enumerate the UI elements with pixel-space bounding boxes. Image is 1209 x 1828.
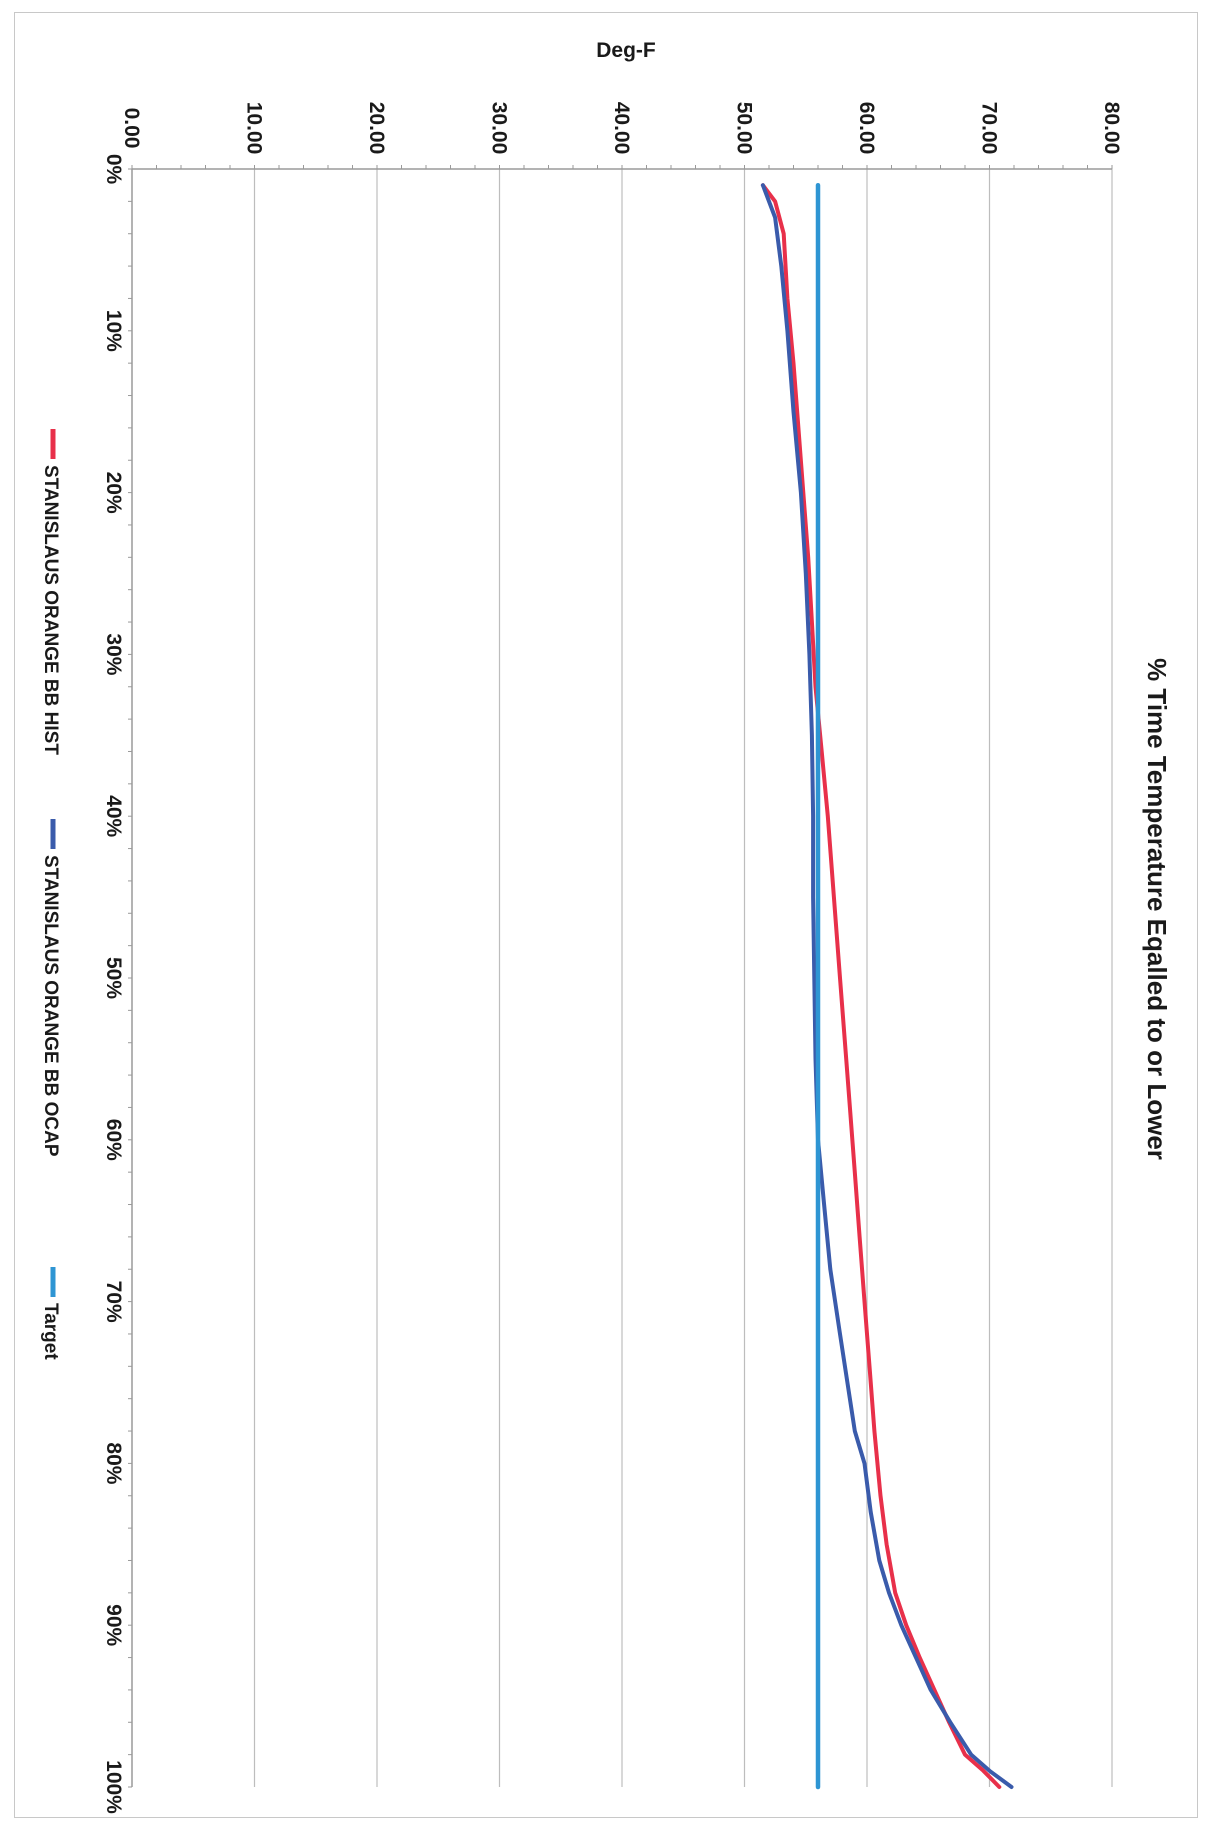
percent-tick-label: 30% [102, 633, 125, 675]
value-tick-label: 60.00 [855, 102, 878, 155]
series-layer [760, 182, 1014, 1790]
label-layer: 0.00 10.00 20.00 30.00 40.00 50.00 60.00 70.00 8… [102, 39, 1172, 1814]
percent-tick-label: 80% [102, 1442, 125, 1484]
percent-tick-label: 70% [102, 1281, 125, 1323]
percent-tick-label: 90% [102, 1604, 125, 1646]
value-tick-label: 30.00 [488, 102, 511, 155]
temperature-exceedance-chart: 0.00 10.00 20.00 30.00 40.00 50.00 60.00 70.00 8… [40, 39, 1172, 1814]
value-tick-label: 10.00 [243, 102, 266, 155]
series-line-1 [760, 183, 1002, 1789]
legend-label: Target [40, 1303, 61, 1360]
percent-tick-label: 100% [102, 1760, 125, 1814]
value-tick-label: 70.00 [978, 102, 1001, 155]
value-tick-label: 0.00 [120, 108, 143, 149]
y-axis-title: Deg-F [596, 39, 656, 62]
value-tick-label: 20.00 [365, 102, 388, 155]
percent-tick-label: 40% [102, 795, 125, 837]
axis-layer [128, 165, 1113, 1788]
percent-tick-label: 0% [102, 154, 125, 185]
value-tick-label: 50.00 [733, 102, 756, 155]
grid-layer [253, 169, 1113, 1787]
percent-tick-label: 10% [102, 310, 125, 352]
legend-label: STANISLAUS ORANGE BB OCAP [40, 855, 61, 1157]
series-line-2 [760, 183, 1014, 1789]
chart-frame: 0.00 10.00 20.00 30.00 40.00 50.00 60.00 70.00 8… [14, 12, 1198, 1818]
value-tick-label: 80.00 [1100, 102, 1123, 155]
chart-title: % Time Temperature Eqalled to or Lower [1142, 658, 1172, 1160]
legend: STANISLAUS ORANGE BB HIST STANISLAUS ORAN… [40, 429, 61, 1360]
percent-tick-label: 50% [102, 957, 125, 999]
value-tick-label: 40.00 [610, 102, 633, 155]
legend-label: STANISLAUS ORANGE BB HIST [40, 465, 61, 755]
percent-tick-label: 60% [102, 1119, 125, 1161]
percent-tick-label: 20% [102, 472, 125, 514]
